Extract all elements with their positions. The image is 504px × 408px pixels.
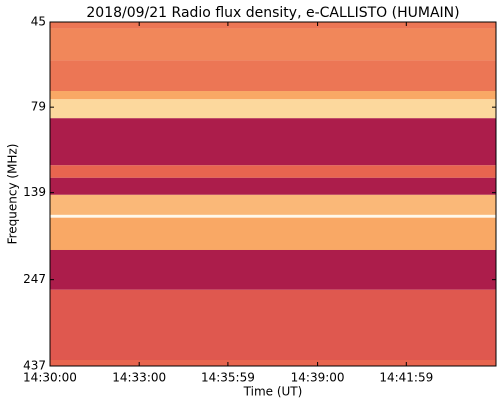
- x-tick-label: 14:30:00: [23, 371, 77, 385]
- spectrogram-band: [50, 91, 496, 100]
- x-axis-label: Time (UT): [243, 385, 303, 399]
- spectrogram-band: [50, 28, 496, 61]
- x-tick-label: 14:41:59: [379, 371, 433, 385]
- y-tick-label: 45: [31, 15, 46, 29]
- plot-frame: [49, 21, 497, 367]
- spectrogram-band: [50, 22, 496, 29]
- spectrogram-band: [50, 249, 496, 290]
- y-tick-label: 437: [23, 359, 46, 373]
- y-tick-label: 79: [31, 100, 46, 114]
- spectrogram-band: [50, 217, 496, 250]
- spectrogram-band: [50, 60, 496, 92]
- spectrogram-band: [50, 99, 496, 119]
- spectrogram-band: [50, 118, 496, 166]
- chart-title: 2018/09/21 Radio flux density, e-CALLIST…: [86, 5, 459, 21]
- x-tick-label: 14:33:00: [112, 371, 166, 385]
- y-axis-label: Frequency (MHz): [6, 144, 20, 245]
- spectrogram-band: [50, 289, 496, 360]
- spectrogram-band: [50, 194, 496, 215]
- y-tick-label: 247: [23, 272, 46, 286]
- x-tick-label: 14:35:59: [201, 371, 255, 385]
- spectrogram-band: [50, 165, 496, 178]
- spectrogram-band: [50, 359, 496, 366]
- plot-area: [50, 22, 496, 366]
- spectrogram-band: [50, 214, 496, 218]
- y-tick-label: 139: [23, 185, 46, 199]
- x-tick-label: 14:39:00: [291, 371, 345, 385]
- spectrogram-band: [50, 177, 496, 195]
